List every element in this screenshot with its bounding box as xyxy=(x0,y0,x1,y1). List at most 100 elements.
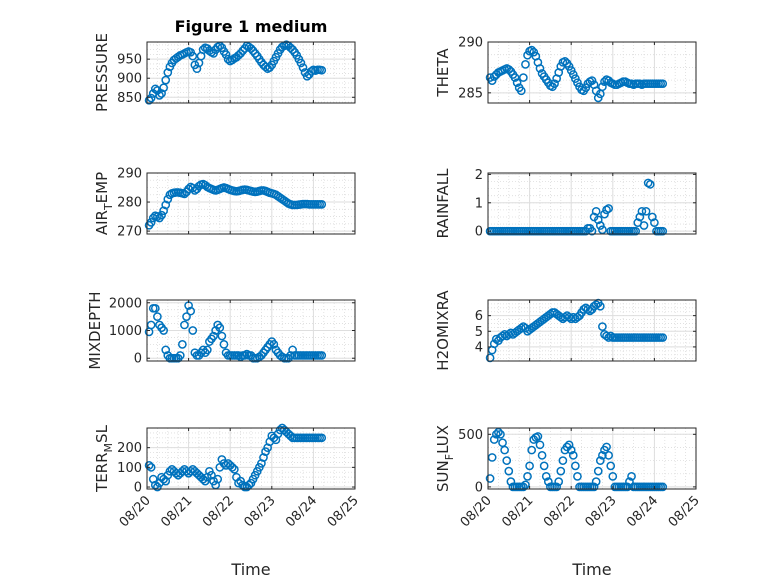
subplot-mixdepth: 0 1000 2000 MIXDEPTH xyxy=(86,291,356,370)
data-point xyxy=(568,450,578,460)
data-point xyxy=(223,54,233,64)
data-point xyxy=(198,474,208,484)
data-point xyxy=(180,189,189,199)
data-point xyxy=(658,226,668,236)
data-point xyxy=(230,464,239,474)
data-point xyxy=(186,306,196,316)
y-axis-label: MIXDEPTH xyxy=(86,291,104,369)
y-tick-label: 2000 xyxy=(109,296,142,311)
data-point xyxy=(217,331,227,341)
data-point xyxy=(566,445,576,455)
data-point xyxy=(485,474,495,483)
data-point xyxy=(506,477,516,486)
y-tick-label: 285 xyxy=(458,86,483,101)
data-point xyxy=(238,46,248,56)
data-point xyxy=(602,205,611,215)
data-point xyxy=(604,204,613,213)
data-point xyxy=(591,300,601,310)
data-point xyxy=(198,45,208,54)
data-point xyxy=(593,466,603,476)
data-point xyxy=(215,323,225,333)
data-point xyxy=(234,478,243,488)
data-point xyxy=(157,89,166,98)
data-point xyxy=(533,432,543,441)
data-point xyxy=(637,206,647,216)
y-tick-label: 4 xyxy=(475,340,483,355)
data-point xyxy=(202,345,212,355)
y-tick-label: 0 xyxy=(134,352,142,367)
data-point xyxy=(317,200,327,209)
data-point xyxy=(525,461,534,471)
y-axis-label: RAINFALL xyxy=(434,168,452,239)
y-tick-label: 270 xyxy=(117,225,142,240)
data-point xyxy=(269,340,279,349)
data-point xyxy=(635,212,645,222)
data-point xyxy=(598,322,607,331)
y-tick-label: 1 xyxy=(475,196,483,211)
x-axis-label: Time xyxy=(230,560,270,579)
data-point xyxy=(658,333,668,342)
y-tick-label: 6 xyxy=(475,309,483,324)
data-point xyxy=(298,63,308,72)
y-axis-label-subscript: F xyxy=(443,454,456,460)
data-point xyxy=(144,461,154,470)
data-point xyxy=(500,445,509,455)
data-point xyxy=(150,303,160,313)
data-point xyxy=(510,73,520,82)
data-point xyxy=(317,433,327,443)
data-point xyxy=(489,435,499,444)
subplot-theta: 285 290 THETA xyxy=(434,36,697,104)
data-point xyxy=(600,209,609,219)
y-axis-label-tail: SL xyxy=(93,424,111,443)
data-point xyxy=(161,75,171,85)
data-point xyxy=(146,218,156,227)
data-point xyxy=(631,226,641,236)
data-point xyxy=(546,309,555,319)
data-point xyxy=(591,477,601,486)
data-point xyxy=(600,77,609,87)
y-tick-label: 900 xyxy=(117,72,142,87)
data-point xyxy=(159,83,168,93)
y-axis-label-main: THETA xyxy=(434,48,452,98)
data-point xyxy=(643,178,653,188)
y-axis-label-subscript: M xyxy=(102,443,115,453)
data-point xyxy=(541,472,551,481)
y-tick-label: 500 xyxy=(458,428,483,443)
y-axis-label-main: RAINFALL xyxy=(434,168,452,239)
data-point xyxy=(519,73,528,82)
y-axis-label-main: MIXDEPTH xyxy=(86,291,104,369)
data-point xyxy=(595,221,605,230)
data-point xyxy=(521,60,530,69)
y-axis-label-main: TERR xyxy=(93,452,111,493)
y-tick-label: 2 xyxy=(475,168,483,183)
data-point xyxy=(523,472,532,481)
data-point xyxy=(639,221,649,230)
subplot-pressure: 850 900 950 PRESSURE Figure 1 medium xyxy=(93,17,356,112)
data-point xyxy=(598,225,607,235)
data-point xyxy=(608,472,618,481)
data-point xyxy=(591,206,601,216)
data-point xyxy=(516,86,526,96)
data-point xyxy=(625,477,634,486)
y-axis-label-tail: EMP xyxy=(93,172,111,203)
y-axis-label-subscript: T xyxy=(102,203,115,211)
data-point xyxy=(641,206,651,216)
data-point xyxy=(192,64,202,74)
data-point xyxy=(157,210,166,220)
data-point xyxy=(227,463,237,472)
data-point xyxy=(573,472,582,481)
y-axis-label: PRESSURE xyxy=(93,33,111,112)
data-point xyxy=(512,78,522,88)
data-point xyxy=(487,453,497,462)
y-tick-label: 850 xyxy=(117,91,142,106)
subplot-h2omixra: 456 H2OMIXRA xyxy=(434,290,697,371)
data-point xyxy=(180,320,189,330)
data-point xyxy=(645,179,655,189)
data-point xyxy=(496,429,505,439)
data-point xyxy=(658,79,668,89)
data-point xyxy=(221,50,231,59)
data-point xyxy=(148,213,158,223)
data-point xyxy=(606,461,616,471)
data-point xyxy=(623,482,632,492)
